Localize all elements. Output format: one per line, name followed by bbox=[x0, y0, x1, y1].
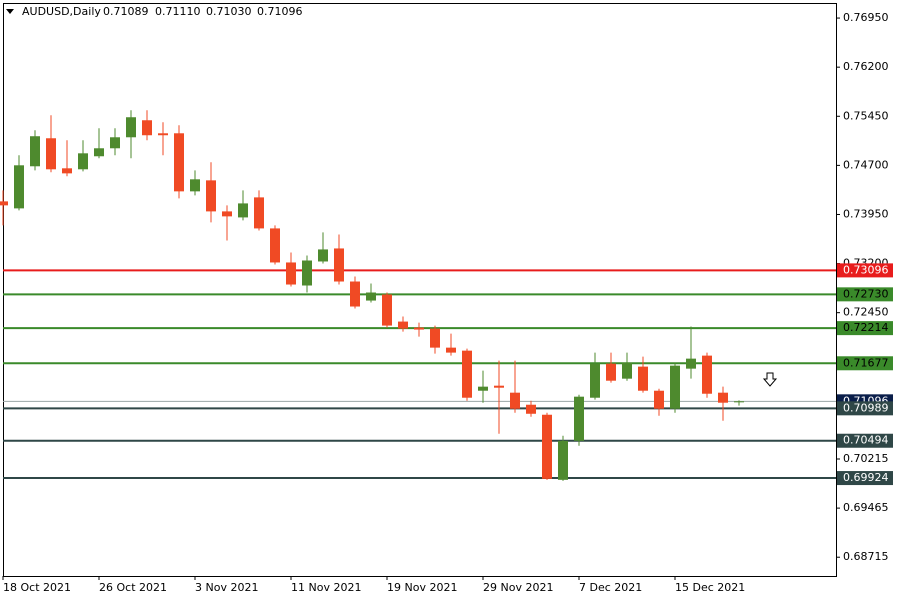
candle-body bbox=[142, 120, 152, 136]
y-tick-label: 0.70215 bbox=[843, 452, 889, 465]
level-box bbox=[837, 321, 893, 336]
x-tick-label: 29 Nov 2021 bbox=[483, 581, 553, 594]
candle-body bbox=[670, 365, 680, 409]
candle-body bbox=[254, 197, 264, 229]
candle-body bbox=[366, 292, 376, 301]
menu-arrow[interactable] bbox=[6, 9, 14, 14]
candle-body bbox=[734, 401, 744, 403]
x-tick-label: 3 Nov 2021 bbox=[195, 581, 258, 594]
candle-body bbox=[110, 137, 120, 149]
candle-body bbox=[46, 138, 56, 170]
level-box bbox=[837, 401, 893, 416]
level-box bbox=[837, 433, 893, 448]
x-tick-label: 11 Nov 2021 bbox=[291, 581, 361, 594]
plot-frame bbox=[3, 3, 837, 577]
candle-body bbox=[14, 165, 24, 209]
candle-body bbox=[206, 180, 216, 212]
chart-title: AUDUSD,Daily bbox=[22, 5, 101, 18]
candle-body bbox=[318, 249, 328, 262]
candle-body bbox=[174, 133, 184, 192]
candle-body bbox=[494, 385, 504, 388]
candle-body bbox=[590, 363, 600, 398]
level-label: 0.70989 bbox=[843, 401, 889, 414]
x-tick-label: 19 Nov 2021 bbox=[387, 581, 457, 594]
candle-body bbox=[94, 148, 104, 157]
candle-body bbox=[30, 136, 40, 167]
candle-body bbox=[718, 392, 728, 403]
y-tick-label: 0.76200 bbox=[843, 60, 889, 73]
level-box bbox=[837, 263, 893, 278]
x-tick-label: 18 Oct 2021 bbox=[3, 581, 71, 594]
candle-body bbox=[430, 328, 440, 348]
candle-body bbox=[382, 294, 392, 326]
candle-body bbox=[638, 366, 648, 391]
level-label: 0.72730 bbox=[843, 287, 889, 300]
x-tick-label: 7 Dec 2021 bbox=[579, 581, 642, 594]
header-open: 0.71089 bbox=[103, 5, 149, 18]
header-low: 0.71030 bbox=[206, 5, 252, 18]
candle-body bbox=[654, 390, 664, 409]
candle-body bbox=[398, 321, 408, 329]
x-tick-label: 26 Oct 2021 bbox=[99, 581, 167, 594]
level-label: 0.69924 bbox=[843, 471, 889, 484]
sell-arrow bbox=[762, 372, 778, 387]
candle-body bbox=[0, 201, 8, 206]
level-label: 0.73096 bbox=[843, 263, 889, 276]
candle-body bbox=[606, 363, 616, 381]
candle-body bbox=[702, 355, 712, 394]
level-box bbox=[837, 356, 893, 371]
candle-body bbox=[334, 248, 344, 282]
level-box bbox=[837, 471, 893, 486]
header-high: 0.71110 bbox=[155, 5, 201, 18]
candle-body bbox=[446, 347, 456, 353]
y-tick-label: 0.72450 bbox=[843, 306, 889, 319]
candle-body bbox=[158, 133, 168, 136]
candle-body bbox=[622, 362, 632, 379]
candle-body bbox=[62, 168, 72, 174]
candle-body bbox=[78, 153, 88, 170]
x-tick-label: 15 Dec 2021 bbox=[675, 581, 745, 594]
y-tick-label: 0.74700 bbox=[843, 158, 889, 171]
level-label: 0.72214 bbox=[843, 321, 889, 334]
y-tick-label: 0.76950 bbox=[843, 11, 889, 24]
y-tick-label: 0.68715 bbox=[843, 550, 889, 563]
candle-body bbox=[286, 262, 296, 285]
candle-body bbox=[686, 358, 696, 369]
candle-body bbox=[414, 327, 424, 330]
candle-body bbox=[238, 203, 248, 218]
candle-body bbox=[190, 179, 200, 192]
candle-body bbox=[542, 414, 552, 479]
candle-body bbox=[302, 260, 312, 286]
level-box bbox=[837, 287, 893, 302]
candle-body bbox=[510, 392, 520, 409]
candle-body bbox=[478, 386, 488, 391]
candle-body bbox=[558, 440, 568, 480]
header-close: 0.71096 bbox=[257, 5, 303, 18]
candle-body bbox=[574, 396, 584, 441]
y-tick-label: 0.75450 bbox=[843, 109, 889, 122]
candle-body bbox=[270, 228, 280, 263]
y-tick-label: 0.73950 bbox=[843, 207, 889, 220]
level-label: 0.70494 bbox=[843, 434, 889, 447]
candle-body bbox=[222, 211, 232, 217]
candle-body bbox=[526, 404, 536, 414]
candle-body bbox=[126, 117, 136, 138]
candle-body bbox=[350, 281, 360, 307]
candle-body bbox=[462, 350, 472, 398]
level-label: 0.71677 bbox=[843, 356, 889, 369]
y-tick-label: 0.69465 bbox=[843, 501, 889, 514]
